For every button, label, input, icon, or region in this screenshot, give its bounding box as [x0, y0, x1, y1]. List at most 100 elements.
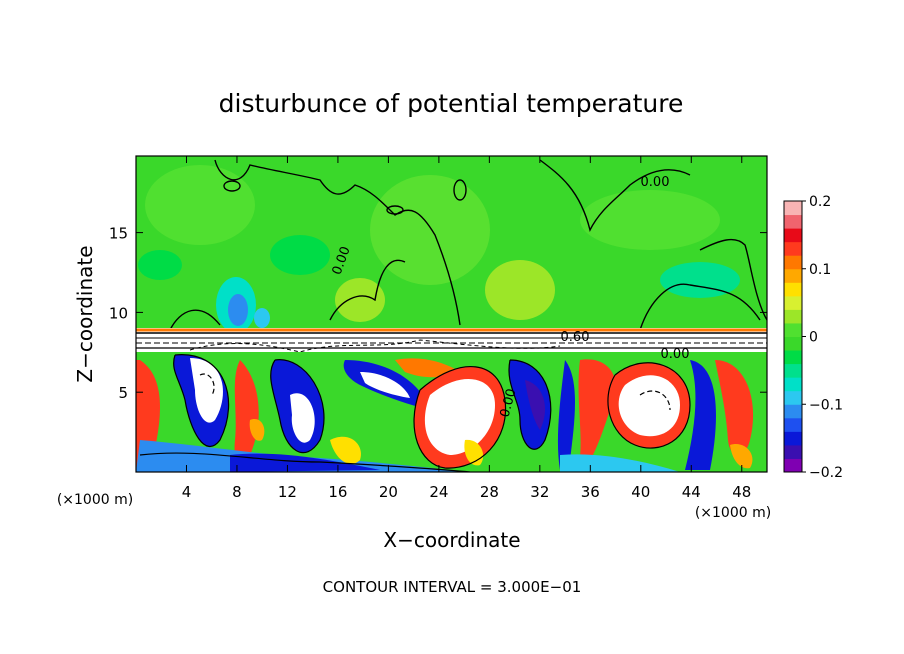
field-patch: [395, 358, 460, 378]
contour-line: [329, 259, 406, 321]
contour-line: [639, 283, 761, 331]
x-axis-label: X−coordinate: [383, 528, 520, 552]
contour-label: 0.00: [661, 347, 690, 362]
x-tick-label: 28: [480, 483, 499, 501]
field-patch: [290, 393, 315, 443]
field-patch: [580, 190, 720, 250]
field-patch: [360, 372, 410, 398]
upper-layer-field: [138, 165, 740, 333]
upper-contours: [169, 159, 767, 331]
x-tick-label: 44: [682, 483, 701, 501]
field-patch: [230, 453, 380, 472]
colorbar-swatch: [784, 390, 802, 405]
field-patch: [249, 419, 265, 441]
contour-labels: 0.00 0.00 0.60 0.00 0.00: [330, 175, 690, 419]
x-tick-label: 16: [328, 483, 347, 501]
contour-line: [699, 238, 767, 321]
field-patch: [685, 360, 716, 470]
field-patch: [485, 260, 555, 320]
contour-line: [173, 354, 230, 447]
plot-area: 0.00 0.00 0.60 0.00 0.00: [136, 156, 767, 472]
y-axis: 5 10 15: [109, 225, 767, 402]
colorbar-tick-label: 0: [809, 330, 818, 346]
colorbar-swatch: [784, 214, 802, 229]
colorbar-swatch: [784, 431, 802, 446]
colorbar-swatch: [784, 350, 802, 365]
contour-ring: [453, 179, 467, 201]
contour-line: [508, 359, 552, 450]
x-tick-label: 24: [429, 483, 448, 501]
lower-layer-field: [136, 352, 767, 472]
colorbar-swatch: [784, 255, 802, 270]
contour-line: [539, 159, 691, 233]
field-patch: [254, 308, 270, 328]
colorbar-swatch: [784, 268, 802, 283]
x-axis-unit: (×1000 m): [57, 492, 133, 508]
field-patch: [234, 360, 259, 465]
x-tick-label: 8: [232, 483, 242, 501]
field-patch: [190, 358, 223, 423]
contour-label: 0.00: [498, 387, 520, 419]
contour-line: [607, 362, 691, 449]
x-tick-label: 20: [379, 483, 398, 501]
x-tick-label: 12: [278, 483, 297, 501]
field-patch: [618, 375, 680, 437]
field-patch: [730, 444, 753, 469]
colorbar-tick-label: −0.2: [809, 465, 843, 481]
field-patch: [138, 250, 182, 280]
colorbar-tick-label: 0.2: [809, 194, 831, 210]
plot-frame: [135, 155, 768, 473]
colorbar-swatch: [784, 295, 802, 310]
colorbar-tick-label: 0.1: [809, 262, 831, 278]
contour-line: [214, 159, 461, 326]
field-patch: [660, 262, 740, 298]
x-tick-label: 40: [631, 483, 650, 501]
field-patch: [525, 380, 545, 430]
contour-ring: [223, 180, 241, 192]
contour-line: [169, 309, 221, 331]
colorbar-swatch: [784, 282, 802, 297]
field-patch: [370, 175, 490, 285]
y-tick-label: 10: [109, 304, 128, 322]
field-patch: [228, 294, 248, 326]
field-patch: [578, 359, 616, 470]
x-tick-label: 32: [530, 483, 549, 501]
field-patch: [335, 278, 385, 322]
colorbar-tick-label: −0.1: [809, 397, 843, 413]
colorbar-swatch: [784, 444, 802, 459]
field-patch: [715, 360, 754, 455]
field-patch: [424, 378, 495, 455]
colorbar: 0.2 0.1 0 −0.1 −0.2: [783, 194, 843, 481]
colorbar-swatch: [784, 309, 802, 324]
colorbar-swatch: [784, 241, 802, 256]
contour-interval-footer: CONTOUR INTERVAL = 3.000E−01: [323, 578, 582, 596]
x-axis: 4 8 12 16 20 24 28 32 36 40 44 48: [182, 156, 751, 501]
lower-contours: [139, 354, 691, 472]
colorbar-swatch: [784, 458, 802, 473]
x-axis-unit-right: (×1000 m): [695, 505, 771, 521]
contour-label: 0.60: [561, 330, 590, 345]
x-tick-label: 36: [581, 483, 600, 501]
field-patch: [136, 440, 470, 472]
x-tick-label: 4: [182, 483, 192, 501]
contour-line: [139, 452, 471, 472]
inversion-line: [189, 339, 561, 353]
inversion-layer: [136, 328, 767, 353]
colorbar-swatch: [784, 404, 802, 419]
field-patch: [270, 235, 330, 275]
colorbar-swatch: [784, 417, 802, 432]
x-tick-label: 48: [732, 483, 751, 501]
colorbar-swatch: [784, 228, 802, 243]
colorbar-swatch: [784, 377, 802, 392]
chart-title: disturbunce of potential temperature: [219, 89, 684, 118]
y-axis-label: Z−coordinate: [73, 245, 97, 382]
y-tick-label: 15: [109, 225, 128, 243]
contour-line: [199, 373, 215, 396]
colorbar-swatch: [784, 201, 802, 216]
colorbar-swatch: [784, 336, 802, 351]
field-patch: [330, 436, 361, 464]
field-patch: [557, 360, 575, 470]
contour-line: [413, 366, 507, 469]
y-tick-label: 5: [118, 384, 128, 402]
